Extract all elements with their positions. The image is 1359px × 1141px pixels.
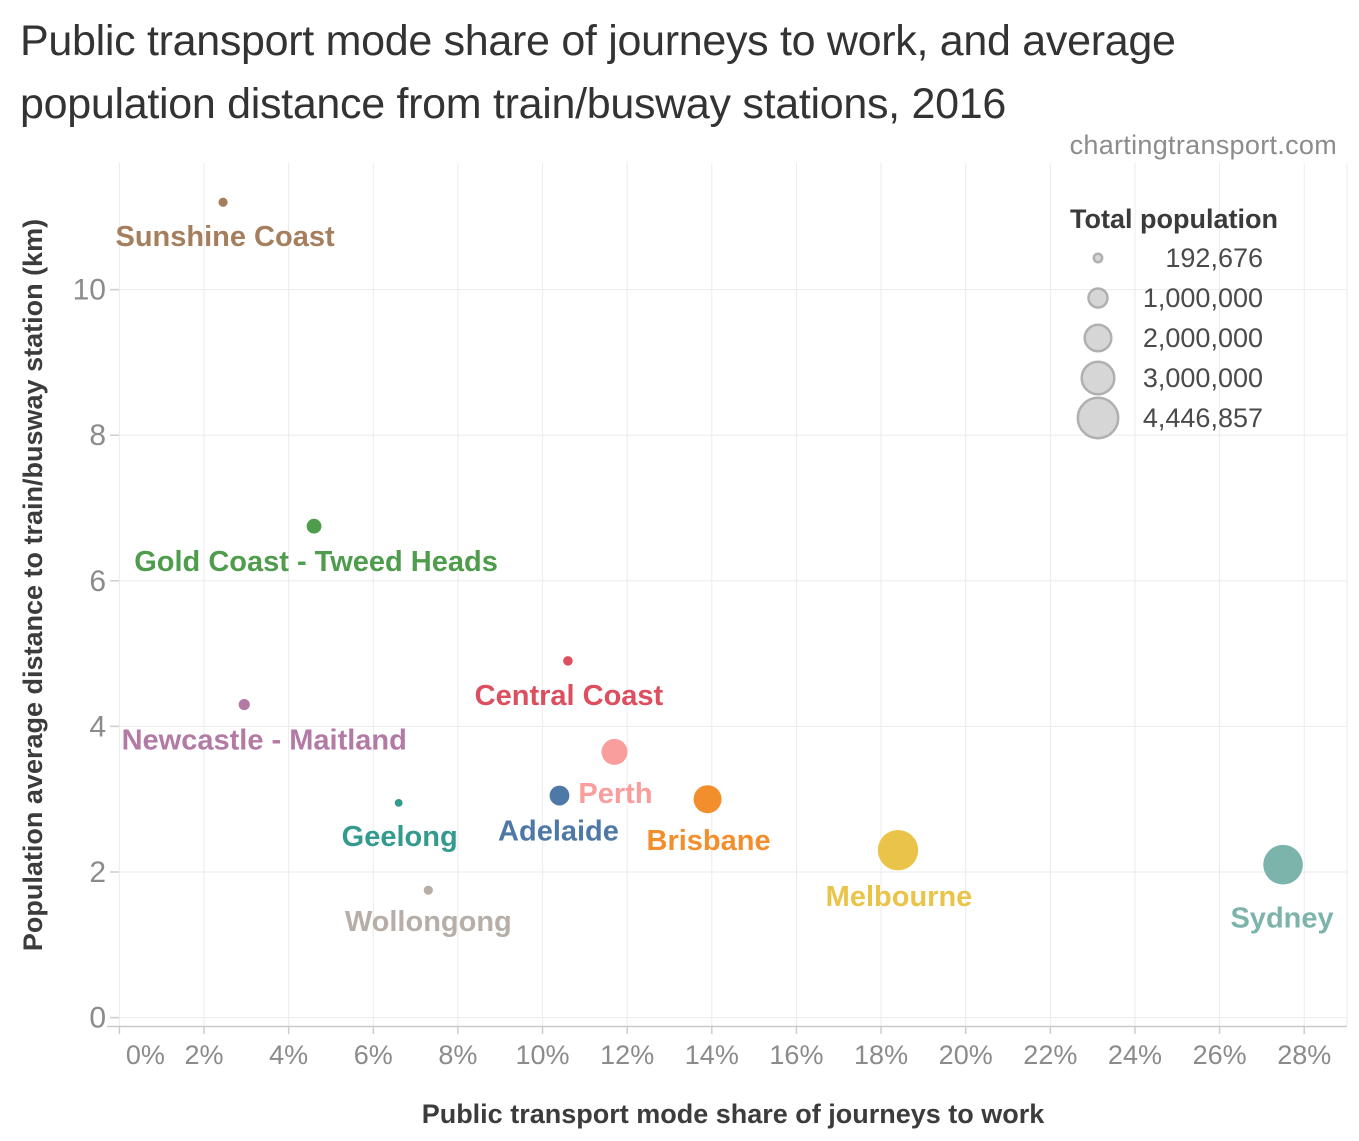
- x-tick-label: 18%: [854, 1040, 908, 1070]
- legend-size-swatch: [1092, 252, 1104, 264]
- y-tick-label: 8: [89, 419, 106, 452]
- y-axis-title: Population average distance to train/bus…: [18, 218, 48, 952]
- legend-size-swatch: [1080, 360, 1116, 396]
- y-tick-label: 4: [89, 710, 106, 743]
- legend-item-label: 3,000,000: [1143, 363, 1263, 393]
- x-tick-label: 22%: [1023, 1040, 1077, 1070]
- x-tick-label: 24%: [1108, 1040, 1162, 1070]
- label-sunshine-coast: Sunshine Coast: [115, 221, 334, 253]
- point-adelaide[interactable]: [549, 785, 570, 806]
- legend-item-label: 192,676: [1165, 243, 1263, 273]
- x-tick-label: 26%: [1193, 1040, 1247, 1070]
- point-central-coast[interactable]: [563, 656, 573, 666]
- x-tick-label: 4%: [269, 1040, 308, 1070]
- point-sydney[interactable]: [1263, 844, 1303, 885]
- legend-title: Total population: [1070, 204, 1278, 234]
- legend-item-label: 2,000,000: [1143, 323, 1263, 353]
- label-central-coast: Central Coast: [475, 680, 664, 712]
- label-perth: Perth: [578, 778, 652, 810]
- label-gold-coast-tweed-heads: Gold Coast - Tweed Heads: [134, 546, 498, 578]
- label-newcastle-maitland: Newcastle - Maitland: [122, 725, 407, 757]
- label-adelaide: Adelaide: [498, 816, 619, 848]
- y-tick-label: 10: [73, 274, 106, 307]
- point-gold-coast-tweed-heads[interactable]: [306, 518, 322, 534]
- x-tick-label: 10%: [516, 1040, 570, 1070]
- label-wollongong: Wollongong: [345, 906, 512, 938]
- point-wollongong[interactable]: [423, 885, 433, 895]
- chart-title-line-2: population distance from train/busway st…: [20, 80, 1006, 128]
- x-tick-label: 8%: [438, 1040, 477, 1070]
- x-tick-label: 12%: [600, 1040, 654, 1070]
- x-axis-title: Public transport mode share of journeys …: [421, 1099, 1045, 1129]
- legend-size-swatch: [1087, 287, 1109, 309]
- y-tick-label: 6: [89, 565, 106, 598]
- point-brisbane[interactable]: [693, 785, 722, 814]
- point-melbourne[interactable]: [877, 829, 919, 871]
- x-tick-label: 20%: [939, 1040, 993, 1070]
- x-tick-label: 28%: [1277, 1040, 1331, 1070]
- x-tick-label: 6%: [354, 1040, 393, 1070]
- label-melbourne: Melbourne: [826, 881, 973, 913]
- label-brisbane: Brisbane: [647, 825, 771, 857]
- x-tick-label: 0%: [126, 1040, 165, 1070]
- legend-size-swatch: [1083, 323, 1113, 353]
- y-tick-label: 2: [89, 856, 106, 889]
- point-newcastle-maitland[interactable]: [238, 698, 250, 711]
- legend-size-swatch: [1076, 396, 1120, 440]
- y-tick-label: 0: [89, 1002, 106, 1035]
- legend-item-label: 4,446,857: [1143, 403, 1263, 433]
- legend-item-label: 1,000,000: [1143, 283, 1263, 313]
- x-tick-label: 16%: [769, 1040, 823, 1070]
- chart-title: Public transport mode share of journeys …: [20, 10, 1350, 136]
- attribution-text: chartingtransport.com: [1069, 130, 1337, 160]
- x-tick-label: 14%: [685, 1040, 739, 1070]
- point-sunshine-coast[interactable]: [218, 197, 228, 207]
- point-geelong[interactable]: [394, 798, 403, 807]
- label-geelong: Geelong: [342, 821, 458, 853]
- chart-title-line-1: Public transport mode share of journeys …: [20, 17, 1176, 65]
- label-sydney: Sydney: [1230, 903, 1333, 935]
- x-tick-label: 2%: [185, 1040, 224, 1070]
- point-perth[interactable]: [601, 738, 628, 765]
